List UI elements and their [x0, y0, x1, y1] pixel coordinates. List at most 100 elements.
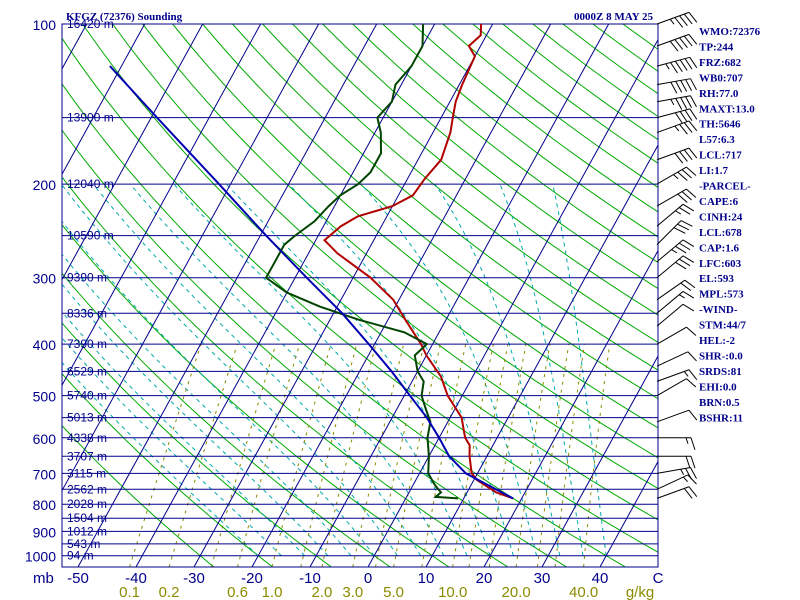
mixing-ratio-line: [375, 343, 425, 567]
barb-flag: [690, 78, 697, 91]
barb-flag: [679, 151, 688, 162]
barb-flag: [679, 124, 688, 135]
barb-flag: [686, 166, 697, 176]
dry-adiabat: [112, 24, 658, 490]
barb-flag: [684, 58, 693, 70]
barb-flag: [679, 15, 688, 27]
pressure-label: 300: [33, 271, 57, 287]
temperature-label: 20: [476, 570, 493, 587]
dry-adiabat: [172, 24, 658, 429]
barb-flag: [689, 57, 698, 69]
moist-adiabat: [173, 183, 468, 556]
temperature-label: 0: [364, 570, 372, 587]
barb-flag: [675, 98, 683, 110]
mixing-ratio-label: 5.0: [383, 584, 404, 600]
mixing-ratio-line: [129, 343, 202, 567]
barb-flag: [684, 279, 696, 289]
dry-adiabat: [232, 24, 658, 371]
height-label: 1504 m: [67, 511, 107, 525]
barb-shaft: [656, 486, 690, 499]
wind-barb: [656, 56, 698, 74]
barb-flag: [673, 227, 686, 234]
barb-flag: [669, 40, 679, 52]
moist-adiabat: [62, 220, 375, 557]
barb-half: [680, 468, 685, 475]
dewpoint-trace: [264, 23, 459, 500]
barb-flag: [683, 122, 693, 133]
temperature-label: 10: [418, 570, 435, 587]
mixing-ratio-label: 0.1: [119, 584, 140, 600]
pressure-label: 500: [33, 389, 57, 405]
plot-frame: [61, 23, 659, 568]
barb-shaft: [656, 33, 690, 47]
isotherm: [135, 24, 436, 567]
temperature-label: 40: [592, 570, 609, 587]
mixing-ratio-label: 1.0: [262, 584, 283, 600]
index-line: MPL:573: [699, 289, 744, 301]
barb-shaft: [656, 166, 687, 185]
mixing-ratio-line: [321, 343, 377, 567]
dry-adiabat: [62, 322, 332, 567]
mixing-ratio-line: [515, 344, 551, 567]
index-line: LCL:717: [699, 150, 742, 162]
barb-half: [670, 99, 675, 106]
barb-half: [669, 18, 675, 25]
dry-adiabat: [202, 24, 658, 400]
barb-flag: [688, 369, 698, 380]
index-line: LFC:603: [699, 258, 742, 270]
barb-shaft: [656, 326, 687, 345]
barb-half: [685, 437, 689, 444]
barb-shaft: [656, 255, 684, 279]
isotherm: [425, 144, 658, 567]
isotherm: [77, 24, 378, 567]
barb-flag: [675, 81, 683, 93]
index-line: EHI:0.0: [699, 381, 737, 393]
mixing-ratio-line: [536, 344, 570, 567]
barb-shaft: [656, 239, 684, 263]
barb-half: [682, 476, 688, 482]
height-label: 3115 m: [67, 466, 106, 480]
barb-shaft: [656, 95, 691, 103]
mixing-ratio-line: [468, 344, 509, 567]
isotherm: [0, 24, 29, 567]
barb-flag: [682, 239, 695, 247]
barb-flag: [683, 13, 693, 25]
barb-flag: [674, 39, 684, 50]
barb-flag: [675, 245, 687, 254]
index-line: HEL:-2: [699, 335, 736, 347]
barb-flag: [670, 81, 678, 94]
index-line: -PARCEL-: [699, 181, 751, 193]
wind-barb: [656, 291, 695, 314]
height-label: 2028 m: [67, 497, 107, 511]
height-label: 4338 m: [67, 431, 107, 445]
barb-shaft: [656, 147, 690, 161]
isotherm: [367, 38, 658, 567]
index-line: RH:77.0: [699, 88, 739, 100]
wind-barb: [656, 239, 695, 263]
barb-shaft: [656, 78, 691, 86]
temperature-label: -40: [125, 570, 147, 587]
index-line: FRZ:682: [699, 57, 742, 69]
index-panel: WMO:72376 TP:244 FRZ:682 WB0:707 RH:77.0 MAXT…: [699, 26, 761, 424]
barb-flag: [690, 95, 697, 108]
sounding-time: 0000Z 8 MAY 25: [574, 11, 653, 23]
moist-adiabat: [62, 253, 352, 557]
parcel-trace: [109, 65, 514, 500]
barb-flag: [688, 486, 698, 497]
barb-flag: [688, 120, 698, 132]
wind-barb: [657, 455, 696, 469]
isotherm: [62, 24, 146, 176]
wind-barb: [656, 120, 698, 135]
height-label: 7390 m: [67, 337, 107, 351]
height-label: 543 m: [67, 537, 100, 551]
barb-flag: [682, 303, 695, 312]
barb-flag: [677, 223, 690, 231]
barb-shaft: [656, 279, 686, 301]
mixing-ratio-line: [393, 343, 441, 567]
barb-flag: [682, 203, 695, 212]
height-label: 5013 m: [67, 411, 107, 425]
barb-shaft: [656, 56, 690, 67]
height-label: 3707 m: [67, 449, 107, 463]
